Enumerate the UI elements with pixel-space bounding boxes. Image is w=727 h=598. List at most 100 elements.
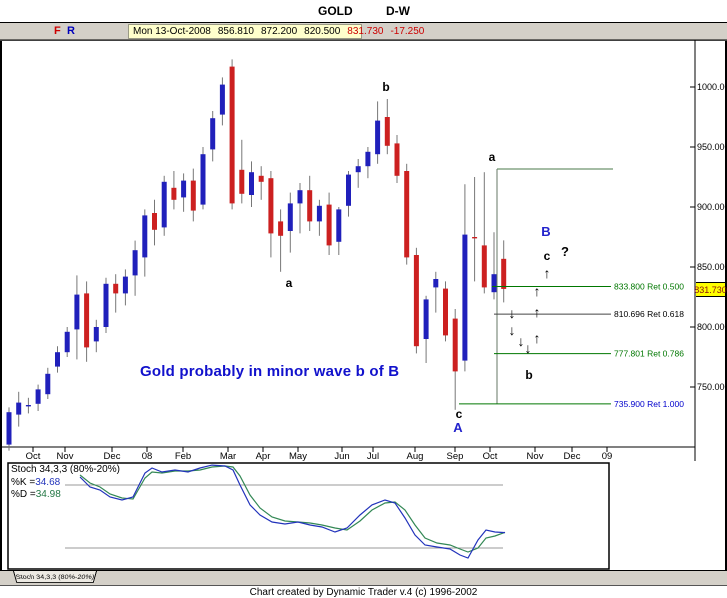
x-axis-month-label: Dec (564, 451, 581, 462)
chart-timeframe-title: D-W (386, 4, 410, 18)
stoch-d-line (79, 465, 506, 553)
candle (491, 274, 497, 293)
y-axis-tick-label: 950.000 (697, 142, 727, 152)
candle (336, 209, 342, 242)
wave-label: b (382, 80, 389, 94)
candle (210, 118, 216, 150)
candle (103, 283, 109, 327)
wave-analysis-note: Gold probably in minor wave b of B (140, 363, 400, 380)
candle (55, 352, 60, 367)
toolbar: F R Mon 13-Oct-2008 856.810 872.200 820.… (0, 23, 727, 41)
candle (25, 405, 31, 407)
candle (501, 258, 507, 289)
x-axis-month-label: May (289, 451, 307, 462)
r-button[interactable]: R (67, 25, 75, 37)
fib-label: 735.900 Ret 1.000 (614, 399, 684, 409)
candle (142, 215, 148, 258)
candle (152, 213, 157, 230)
candle (171, 187, 177, 200)
title-bar: GOLD D-W (0, 0, 727, 23)
candle (249, 172, 254, 195)
quote-change: -17.250 (390, 26, 425, 37)
candle (84, 293, 90, 348)
candle (384, 117, 390, 146)
fib-label: 777.801 Ret 0.786 (614, 349, 684, 359)
candle (6, 412, 12, 445)
candle (472, 237, 478, 239)
x-axis-month-label: Apr (256, 451, 271, 462)
candle (278, 221, 284, 236)
candle (287, 203, 293, 231)
stoch-k-label: %K = (11, 476, 36, 488)
candle (229, 66, 235, 204)
candle (93, 327, 99, 342)
wave-label: A (453, 420, 463, 435)
x-axis-month-label: Aug (407, 451, 424, 462)
stoch-d-value: 34.98 (35, 489, 61, 500)
x-axis-month-label: Oct (483, 451, 498, 462)
fib-label: 810.696 Ret 0.618 (614, 309, 684, 319)
candle (258, 175, 264, 182)
up-arrow: ↑ (534, 330, 541, 346)
candle (481, 245, 487, 288)
quote-date: Mon 13-Oct-2008 (133, 26, 211, 37)
candle (433, 279, 439, 288)
candle (113, 283, 119, 294)
f-button[interactable]: F (54, 25, 61, 37)
x-axis-month-label: Oct (26, 451, 41, 462)
quote-high: 872.200 (260, 26, 298, 37)
y-axis-tick-label: 750.000 (697, 382, 727, 392)
candle (413, 255, 419, 347)
candle (365, 151, 371, 167)
candle (190, 180, 196, 211)
candle (297, 190, 303, 204)
candle (239, 169, 245, 194)
wave-label: b (525, 368, 532, 382)
candle (355, 166, 361, 173)
quote-field: Mon 13-Oct-2008 856.810 872.200 820.500 … (128, 24, 424, 39)
down-arrow: ↓ (509, 322, 516, 338)
candle (394, 143, 400, 176)
y-axis-tick-label: 900.000 (697, 202, 727, 212)
x-axis-month-label: Mar (220, 451, 236, 462)
quote-low: 820.500 (304, 26, 341, 37)
candle (443, 288, 448, 336)
candle (268, 178, 274, 234)
x-axis-month-label: Sep (447, 451, 464, 462)
x-axis-month-label: Nov (57, 451, 74, 462)
quote-last: 831.730 (347, 26, 384, 37)
chart-symbol-title: GOLD (318, 4, 353, 18)
down-arrow: ↓ (525, 340, 532, 356)
stoch-k-line (79, 464, 506, 559)
candle (404, 171, 410, 258)
x-axis-month-label: Jun (334, 451, 349, 462)
candle (326, 204, 332, 246)
candle (64, 331, 70, 353)
up-arrow: ↑ (534, 304, 541, 320)
candle (161, 181, 167, 228)
candle (74, 294, 80, 330)
candle (16, 402, 22, 415)
y-axis-tick-label: 1000.000 (697, 82, 727, 92)
candle (375, 120, 381, 155)
stoch-panel-border (7, 462, 610, 570)
stoch-title: Stoch 34,3,3 (80%-20%) (11, 464, 120, 475)
x-axis-month-label: Jul (367, 451, 379, 462)
stoch-tab[interactable]: Stoch 34,3,3 (80%-20%) (13, 571, 97, 583)
candle (462, 234, 468, 361)
candle (307, 190, 313, 222)
x-axis-month-label: Dec (104, 451, 121, 462)
up-arrow: ↑ (544, 265, 551, 281)
x-axis-month-label: 08 (142, 451, 153, 462)
wave-label: B (541, 224, 550, 239)
wave-label: a (489, 150, 496, 164)
candle (45, 373, 51, 395)
candle (219, 84, 225, 115)
tab-row (0, 571, 727, 585)
candle (35, 389, 41, 404)
candle (122, 276, 128, 294)
candle (452, 318, 458, 372)
wave-label: c (456, 407, 463, 421)
